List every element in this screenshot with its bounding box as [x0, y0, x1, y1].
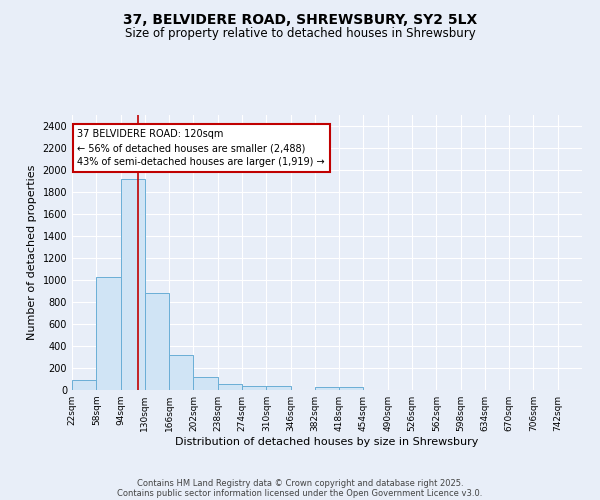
Text: Size of property relative to detached houses in Shrewsbury: Size of property relative to detached ho… [125, 28, 475, 40]
Text: Contains public sector information licensed under the Open Government Licence v3: Contains public sector information licen… [118, 488, 482, 498]
Y-axis label: Number of detached properties: Number of detached properties [27, 165, 37, 340]
Bar [315, 386, 339, 390]
Bar [145, 293, 169, 390]
Bar [193, 377, 218, 390]
X-axis label: Distribution of detached houses by size in Shrewsbury: Distribution of detached houses by size … [175, 437, 479, 447]
Text: 37, BELVIDERE ROAD, SHREWSBURY, SY2 5LX: 37, BELVIDERE ROAD, SHREWSBURY, SY2 5LX [123, 12, 477, 26]
Bar [242, 386, 266, 390]
Text: Contains HM Land Registry data © Crown copyright and database right 2025.: Contains HM Land Registry data © Crown c… [137, 478, 463, 488]
Bar [96, 276, 121, 390]
Bar [121, 179, 145, 390]
Bar [339, 387, 364, 390]
Text: 37 BELVIDERE ROAD: 120sqm
← 56% of detached houses are smaller (2,488)
43% of se: 37 BELVIDERE ROAD: 120sqm ← 56% of detac… [77, 130, 325, 168]
Bar [218, 384, 242, 390]
Bar [72, 380, 96, 390]
Bar [169, 355, 193, 390]
Bar [266, 386, 290, 390]
